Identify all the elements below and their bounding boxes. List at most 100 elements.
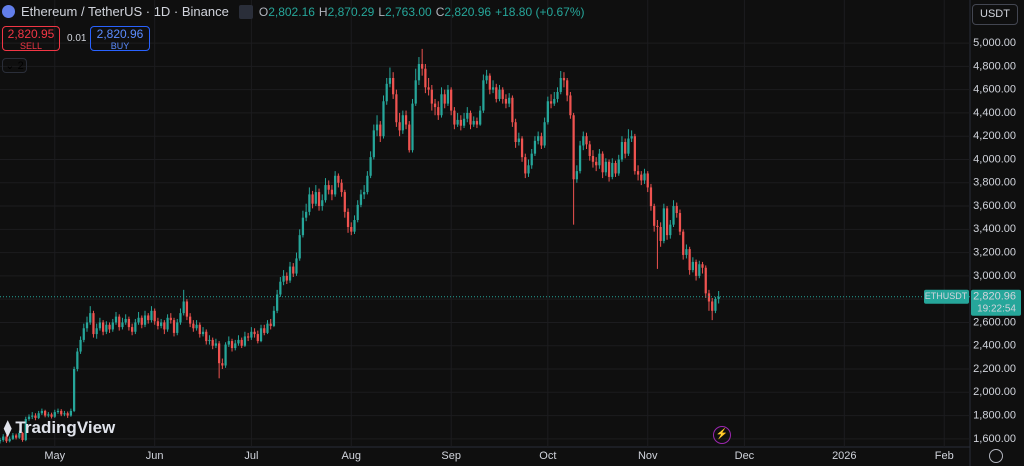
candle-body: [189, 316, 192, 324]
candle-body: [340, 182, 343, 193]
indicators-count: 2: [17, 60, 24, 72]
candle-body: [530, 153, 533, 166]
candle-body: [469, 112, 472, 125]
indicators-toggle[interactable]: ⌄ 2: [2, 58, 27, 73]
candle-body: [595, 161, 598, 166]
candle-body: [76, 351, 79, 370]
candle-body: [166, 317, 169, 330]
candle-body: [134, 322, 137, 332]
candle-body: [295, 258, 298, 274]
candle-body: [524, 157, 527, 174]
candle-body: [214, 343, 218, 346]
candle-body: [446, 89, 450, 104]
candle-body: [218, 343, 221, 364]
candle-body: [85, 322, 89, 329]
candle-body: [611, 162, 614, 177]
candle-body: [156, 321, 160, 326]
y-tick-label: 1,800.00: [973, 409, 1016, 421]
x-tick-label: Oct: [539, 450, 556, 462]
candle-body: [562, 77, 566, 81]
sell-button[interactable]: 2,820.95 SELL: [2, 26, 60, 51]
candle-body: [53, 412, 56, 417]
candle-body: [598, 153, 601, 166]
candle-body: [411, 103, 414, 151]
candle-body: [272, 310, 276, 326]
candle-body: [118, 316, 121, 328]
ohlc-value: 2,802.16: [268, 4, 315, 19]
candle-body: [701, 264, 704, 268]
candle-body: [520, 138, 524, 158]
symbol-title[interactable]: Ethereum / TetherUS · 1D · Binance: [21, 4, 229, 19]
candle-body: [327, 185, 330, 190]
candle-body: [672, 206, 675, 225]
candle-body: [288, 266, 292, 281]
candle-body: [533, 140, 537, 154]
y-tick-label: 4,200.00: [973, 130, 1016, 142]
y-tick-label: 3,600.00: [973, 200, 1016, 212]
x-tick-label: 2026: [832, 450, 856, 462]
symbol-tag-label: ETHUSDT: [925, 291, 968, 301]
candle-body: [66, 413, 69, 416]
y-tick-label: 3,000.00: [973, 270, 1016, 282]
candle-body: [627, 138, 630, 154]
candle-body: [675, 206, 678, 214]
candle-body: [707, 293, 711, 302]
x-tick-label: May: [44, 450, 65, 462]
candle-body: [475, 121, 479, 125]
candle-body: [546, 101, 549, 123]
candle-body: [282, 275, 285, 282]
buy-button[interactable]: 2,820.96 BUY: [90, 26, 150, 51]
x-tick-label: Jun: [146, 450, 164, 462]
candle-body: [588, 144, 591, 156]
candle-body: [240, 339, 243, 346]
currency-button[interactable]: USDT: [972, 4, 1018, 25]
candle-body: [508, 97, 511, 104]
candle-body: [514, 122, 517, 143]
candle-body: [263, 328, 266, 333]
candle-body: [298, 235, 301, 259]
candle-body: [653, 206, 656, 226]
candle-body: [498, 89, 501, 99]
candle-body: [659, 226, 662, 241]
candle-body: [417, 64, 421, 81]
lightning-icon[interactable]: ⚡: [713, 426, 731, 444]
symbol-tag: [924, 289, 969, 304]
flag-button[interactable]: [238, 4, 253, 19]
candle-body: [617, 159, 620, 174]
candle-body: [208, 339, 211, 342]
candle-body: [308, 194, 311, 212]
candle-body: [656, 225, 659, 227]
candle-body: [421, 64, 424, 69]
candle-body: [443, 94, 446, 104]
candle-body: [63, 413, 66, 415]
candle-body: [669, 224, 672, 236]
price-tag: [971, 289, 1021, 316]
candle-body: [575, 171, 578, 180]
countdown-label: 19:22:54: [977, 303, 1016, 314]
candle-body: [31, 415, 34, 417]
settings-icon[interactable]: [989, 449, 1003, 463]
candle-body: [60, 410, 63, 415]
candle-body: [163, 322, 166, 330]
candle-body: [479, 110, 482, 125]
candle-body: [221, 363, 224, 366]
candles: [0, 48, 720, 444]
ohlc-key: H: [318, 4, 328, 19]
candle-body: [591, 155, 595, 162]
header: Ethereum / TetherUS · 1D · Binance O2,80…: [2, 4, 585, 19]
candle-body: [314, 192, 317, 204]
logo-text: TradingView: [15, 418, 116, 437]
candle-body: [143, 315, 147, 325]
candle-body: [614, 162, 617, 174]
price-axis: [970, 0, 1024, 466]
candle-body: [372, 130, 375, 158]
candle-body: [230, 341, 234, 349]
candle-body: [101, 322, 105, 332]
candle-body: [21, 433, 24, 441]
candle-body: [56, 410, 60, 413]
candle-body: [543, 122, 546, 146]
candle-body: [640, 174, 643, 181]
candle-body: [504, 98, 508, 104]
candle-body: [578, 145, 582, 172]
